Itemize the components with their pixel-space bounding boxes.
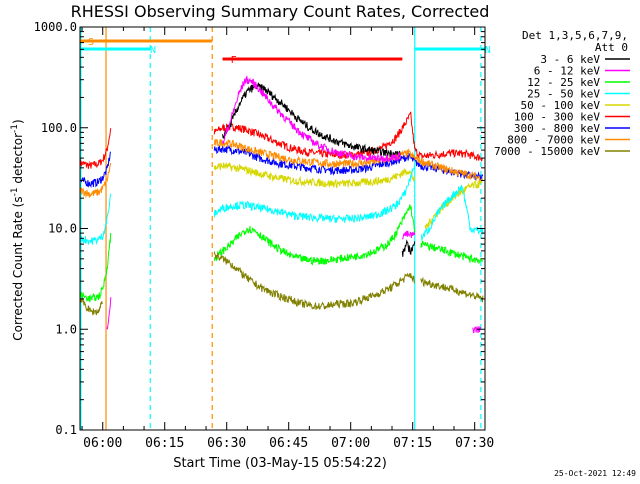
series-7000-15000-kev-segment-1 [213,251,416,310]
series-100-300-kev [79,111,483,169]
legend-label-12-25-kev: 12 - 25 keV [527,76,600,89]
series-3-6-kev [222,82,416,257]
x-tick-label-07-15: 07:15 [393,436,432,451]
series-300-800-kev [79,144,484,189]
x-axis-label: Start Time (03-May-15 05:54:22) [173,456,387,471]
series-7000-15000-kev-segment-0 [79,297,103,316]
series-800-7000-kev-segment-0 [79,162,112,199]
legend-label-50-100-kev: 50 - 100 keV [521,99,601,112]
series-12-25-kev-segment-0 [79,232,112,303]
y-tick-label-10-0: 10.0 [48,222,77,236]
x-tick-label-06-15: 06:15 [145,436,184,451]
series-800-7000-kev-segment-1 [213,138,484,184]
series-300-800-kev-segment-1 [213,144,484,180]
footer-timestamp: 25-Oct-2021 12:49 [554,469,636,478]
series-25-50-kev-segment-2 [420,184,484,241]
y-tick-label-1-0: 1.0 [55,322,77,336]
y-axis: 0.1 1.0 10.0 100.0 1000.0 [34,20,485,437]
x-tick-label-06-45: 06:45 [269,436,308,451]
series-100-300-kev-segment-1 [213,111,483,162]
series-3-6-kev-segment-0 [222,82,401,159]
flag-label-s-0: S [88,37,94,48]
x-axis: 06:00 06:15 06:30 06:45 07:00 07:15 07:30 [81,27,494,451]
y-axis-label: Corrected Count Rate (s-1 detector-1) [10,119,25,340]
y-tick-label-100-0: 100.0 [41,121,77,135]
legend-label-3-6-kev: 3 - 6 keV [540,53,600,66]
series-6-12-kev-segment-2 [401,230,416,240]
x-tick-label-07-00: 07:00 [331,436,370,451]
legend-label-300-800-kev: 300 - 800 keV [514,122,600,135]
legend-label-6-12-kev: 6 - 12 keV [534,65,601,78]
series-6-12-kev-segment-3 [472,326,481,334]
series-12-25-kev [79,204,484,303]
legend-label-25-50-kev: 25 - 50 keV [527,88,600,101]
chart-title: RHESSI Observing Summary Count Rates, Co… [71,2,490,21]
legend-header-attenuator: Att 0 [595,41,628,54]
series-12-25-kev-segment-2 [420,240,484,264]
series-300-800-kev-segment-0 [79,151,111,189]
flag-label-n-2: N [485,45,491,56]
series-12-25-kev-segment-1 [213,204,416,266]
y-tick-label-1000-0: 1000.0 [34,20,77,34]
legend-label-800-7000-kev: 800 - 7000 keV [507,134,600,147]
legend-header-detectors: Det 1,3,5,6,7,9, [522,29,628,42]
flag-label-n-1: N [150,45,156,56]
series-3-6-kev-segment-1 [401,239,416,257]
series-50-100-kev-segment-0 [213,161,416,189]
series-100-300-kev-segment-0 [79,128,112,169]
series-800-7000-kev [79,138,484,199]
series-25-50-kev [79,163,484,246]
series-6-12-kev-segment-1 [222,75,401,163]
x-tick-label-06-30: 06:30 [207,436,246,451]
x-tick-label-07-30: 07:30 [455,436,494,451]
legend-label-100-300-kev: 100 - 300 keV [514,111,600,124]
series-7000-15000-kev [79,251,484,316]
y-tick-label-0-1: 0.1 [55,423,77,437]
flag-label-f-3: F [231,55,237,66]
legend-label-7000-15000-kev: 7000 - 15000 keV [494,145,600,158]
series-25-50-kev-segment-1 [213,163,416,223]
series-25-50-kev-segment-0 [79,193,112,246]
series-7000-15000-kev-segment-2 [420,276,484,303]
series-6-12-kev-segment-0 [106,297,112,330]
series-6-12-kev [106,75,481,334]
x-tick-label-06-00: 06:00 [83,436,122,451]
